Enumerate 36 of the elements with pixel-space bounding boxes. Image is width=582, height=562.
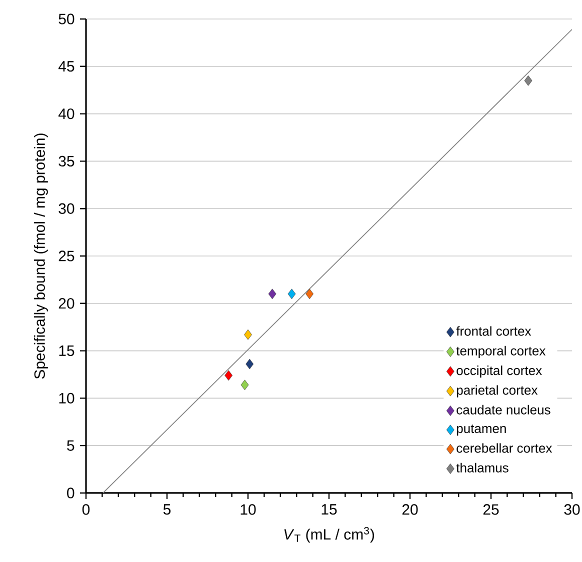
x-tick-label: 10 <box>240 504 256 515</box>
point <box>288 288 296 300</box>
x-tick-label: 0 <box>82 504 90 515</box>
x-tick-label: 5 <box>163 504 171 515</box>
legend-label: putamen <box>456 424 506 436</box>
x-tick-label: 15 <box>322 504 337 515</box>
point <box>268 288 276 300</box>
legend-label: frontal cortex <box>456 326 532 336</box>
y-tick-label: 5 <box>67 440 74 451</box>
legend-label: cerebellar cortex <box>456 443 552 453</box>
legend-label: caudate nucleus <box>456 404 550 414</box>
x-tick-label: 25 <box>483 504 499 515</box>
y-axis-title: Specifically bound (fmol / mg protein) <box>34 134 48 379</box>
y-tick-label: 15 <box>59 346 74 356</box>
point <box>524 75 532 86</box>
x-tick-label: 30 <box>564 504 580 515</box>
legend-label: temporal cortex <box>456 346 546 358</box>
legend-label: parietal cortex <box>456 385 538 398</box>
point <box>306 288 314 300</box>
y-tick-label: 30 <box>58 203 74 214</box>
point <box>244 329 252 340</box>
y-tick-label: 45 <box>58 61 74 72</box>
point <box>246 358 254 370</box>
y-tick-label: 0 <box>67 488 74 498</box>
x-tick-label: 20 <box>402 504 418 515</box>
x-axis-title: V$_{T}$ (mL / cm$^{3}$) <box>284 527 374 543</box>
legend-label: occipital cortex <box>456 366 542 378</box>
y-tick-label: 50 <box>58 14 74 24</box>
y-tick-label: 10 <box>59 392 74 404</box>
legend-label: thalamus <box>456 462 508 472</box>
y-tick-label: 25 <box>58 250 74 262</box>
point <box>240 380 249 390</box>
y-tick-label: 35 <box>58 156 74 166</box>
y-tick-label: 40 <box>58 108 74 120</box>
y-tick-label: 20 <box>58 298 74 309</box>
point <box>224 370 233 381</box>
